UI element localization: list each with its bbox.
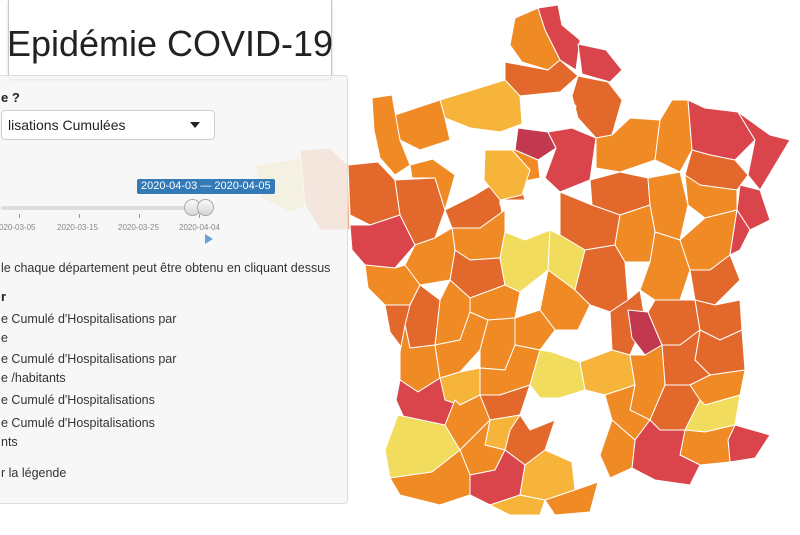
department-oise[interactable] xyxy=(519,91,577,133)
page-title: Epidémie COVID-19 xyxy=(6,22,334,64)
department-bouches-du-rhone[interactable] xyxy=(631,419,701,486)
slider-tick xyxy=(79,214,80,218)
data-type-select[interactable]: lisations Cumulées xyxy=(1,110,215,140)
department-ariege[interactable] xyxy=(489,494,546,516)
department-nord-2[interactable] xyxy=(577,43,623,83)
department-manche[interactable] xyxy=(371,94,411,176)
department-eure-et-loir[interactable] xyxy=(483,149,531,201)
option-line: e Cumulé d'Hospitalisations xyxy=(1,393,155,407)
slider-handle-end[interactable] xyxy=(197,199,214,216)
data-type-select-value: lisations Cumulées xyxy=(8,117,126,133)
option-line: e Cumulé d'Hospitalisations xyxy=(1,416,155,430)
department-territoire-belfort[interactable] xyxy=(729,209,751,256)
department-herault[interactable] xyxy=(599,419,636,479)
department-moselle[interactable] xyxy=(687,99,756,161)
variable-header: r xyxy=(1,289,7,304)
date-range-badge: 2020-04-03 — 2020-04-05 xyxy=(137,179,275,194)
play-icon[interactable] xyxy=(205,234,213,244)
slider-tick xyxy=(139,214,140,218)
department-alpes-maritimes[interactable] xyxy=(727,424,771,463)
legend-toggle[interactable]: r la légende xyxy=(1,466,67,480)
option-line: e /habitants xyxy=(1,371,66,385)
date-range-slider[interactable]: 2020-04-03 — 2020-04-05 020-03-05 2020-0… xyxy=(0,179,275,249)
department-pyrenees-atlantiques[interactable] xyxy=(389,449,471,506)
department-calvados[interactable] xyxy=(394,99,451,151)
variable-option-3[interactable]: e Cumulé d'Hospitalisations xyxy=(1,391,155,410)
slider-tick xyxy=(199,214,200,218)
tick-label-1: 020-03-05 xyxy=(0,223,36,232)
department-idf-core[interactable] xyxy=(514,127,557,161)
department-pyrenees-orientales[interactable] xyxy=(544,481,599,516)
variable-option-2[interactable]: e Cumulé d'Hospitalisations par e /habit… xyxy=(1,350,176,388)
data-type-question-label: e ? xyxy=(1,90,20,105)
tick-label-2: 2020-03-15 xyxy=(57,223,98,232)
department-morbihan[interactable] xyxy=(349,214,416,269)
department-lozere[interactable] xyxy=(559,389,613,436)
option-line: e Cumulé d'Hospitalisations par xyxy=(1,312,177,326)
department-seine-et-marne[interactable] xyxy=(544,127,597,193)
tick-label-4: 2020-04-04 xyxy=(179,223,220,232)
department-jura[interactable] xyxy=(639,231,691,301)
department-cher[interactable] xyxy=(499,229,551,293)
variable-option-1[interactable]: e Cumulé d'Hospitalisations par e xyxy=(1,310,176,348)
control-panel: e ? lisations Cumulées 2020-04-03 — 2020… xyxy=(0,75,348,504)
option-line: e Cumulé d'Hospitalisations par xyxy=(1,352,177,366)
slider-tick xyxy=(19,214,20,218)
title-box: Epidémie COVID-19 xyxy=(6,0,334,80)
chevron-down-icon[interactable] xyxy=(190,122,200,128)
variable-option-4[interactable]: e Cumulé d'Hospitalisations nts xyxy=(1,414,155,452)
department-aisne[interactable] xyxy=(571,75,623,139)
department-hautes-pyrenees[interactable] xyxy=(439,494,491,513)
tick-label-3: 2020-03-25 xyxy=(118,223,159,232)
option-line: e xyxy=(1,331,8,345)
slider-track[interactable] xyxy=(1,206,211,210)
option-line: nts xyxy=(1,435,18,449)
info-text: le chaque département peut être obtenu e… xyxy=(1,261,331,275)
